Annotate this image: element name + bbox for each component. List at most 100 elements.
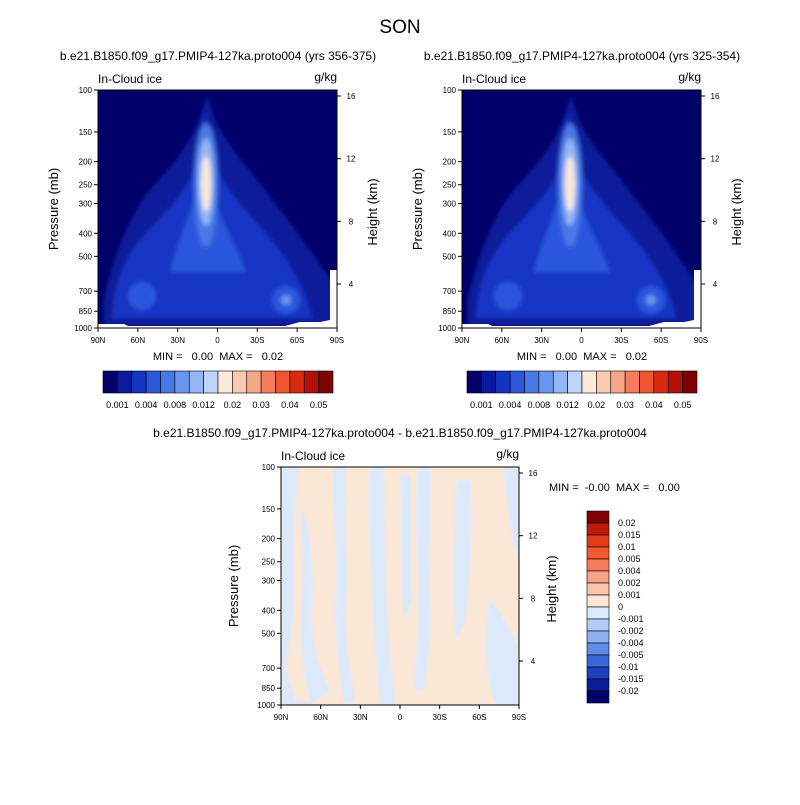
y-tick-label: 1000	[257, 701, 275, 710]
x-tick-label: 90N	[455, 336, 470, 345]
y-tick-label: 250	[79, 181, 93, 190]
colorbar-label: 0.004	[618, 566, 641, 576]
negative-anomaly-2	[301, 505, 330, 704]
panel-c-minmax: MIN = -0.00 MAX = 0.00	[549, 482, 680, 494]
colorbar-swatch	[481, 370, 497, 394]
panel-b-antarctic-mask	[694, 270, 701, 328]
colorbar-label: -0.002	[618, 626, 644, 636]
negative-anomaly-3	[332, 467, 356, 704]
colorbar-label: -0.004	[618, 638, 644, 648]
panel-b-units-label: g/kg	[678, 70, 701, 84]
colorbar-swatch	[586, 678, 610, 692]
y-tick-label: 500	[443, 252, 457, 261]
panel-c-ylabel: Pressure (mb)	[226, 545, 241, 627]
negative-anomaly-6	[414, 467, 431, 690]
y-tick-label: 400	[262, 606, 276, 615]
colorbar-swatch	[586, 630, 610, 644]
y-tick-label: 300	[262, 577, 276, 586]
panel-a-antarctic-mask	[330, 270, 337, 328]
y-right-tick-label: 16	[529, 469, 538, 478]
main-title: SON	[379, 17, 420, 38]
colorbar-swatch	[586, 510, 610, 524]
y-tick-label: 1000	[74, 324, 92, 333]
x-tick-label: 30N	[170, 336, 185, 345]
panel-b-axes: 100 150 200 250 300 400 500 700 850 1000 90N 60N 30N…	[438, 86, 720, 345]
colorbar-swatch	[586, 558, 610, 572]
x-tick-label: 30N	[534, 336, 549, 345]
x-tick-label: 60S	[472, 713, 486, 722]
panel-c-units-label: g/kg	[496, 447, 519, 461]
negative-anomaly-9	[504, 467, 519, 560]
colorbar-swatch	[203, 370, 219, 394]
panel-c-variable-label: In-Cloud ice	[281, 449, 345, 463]
panel-b-field	[462, 90, 701, 328]
x-tick-label: 90S	[330, 336, 344, 345]
colorbar-label: 0	[618, 602, 623, 612]
colorbar-swatch	[318, 370, 334, 394]
colorbar-label: 0.004	[499, 400, 522, 410]
y-tick-label: 150	[262, 505, 276, 514]
colorbar-swatch	[586, 582, 610, 596]
x-tick-label: 90S	[694, 336, 708, 345]
y-tick-label: 300	[79, 200, 93, 209]
y-tick-label: 850	[443, 307, 457, 316]
panel-c: b.e21.B1850.f09_g17.PMIP4-127ka.proto004…	[153, 426, 680, 722]
colorbar-label: -0.005	[618, 650, 644, 660]
x-tick-label: 60N	[130, 336, 145, 345]
colorbar-label: 0.04	[645, 400, 663, 410]
y-right-tick-label: 16	[711, 92, 720, 101]
colorbar-swatch	[538, 370, 554, 394]
colorbar-label: 0.001	[470, 400, 493, 410]
panel-c-ylabel-right: Height (km)	[544, 555, 559, 622]
y-tick-label: 100	[79, 86, 93, 95]
colorbar-swatch	[653, 370, 669, 394]
y-tick-label: 850	[79, 307, 93, 316]
colorbar-swatch	[260, 370, 276, 394]
colorbar-label: 0.008	[528, 400, 551, 410]
y-right-tick-label: 8	[349, 217, 354, 226]
y-tick-label: 1000	[438, 324, 456, 333]
panel-a-ylabel-right: Height (km)	[365, 178, 380, 245]
colorbar-label: 0.001	[106, 400, 129, 410]
y-right-tick-label: 12	[711, 155, 720, 164]
colorbar-swatch	[586, 546, 610, 560]
panel-c-axes: 100 150 200 250 300 400 500 700 850 1000 90N 60N 30N…	[257, 463, 538, 722]
colorbar-swatch	[586, 534, 610, 548]
ice-core	[201, 156, 211, 212]
colorbar-label: -0.01	[618, 662, 639, 672]
y-right-tick-label: 8	[713, 217, 718, 226]
x-tick-label: 90S	[512, 713, 526, 722]
colorbar-label: 0.05	[310, 400, 328, 410]
panel-a-terrain	[98, 320, 337, 328]
ice-core	[565, 156, 575, 212]
panel-a-ylabel: Pressure (mb)	[46, 168, 61, 250]
colorbar-swatch	[586, 570, 610, 584]
panel-a-contours	[98, 90, 337, 328]
x-tick-label: 60S	[290, 336, 304, 345]
panel-a-title: b.e21.B1850.f09_g17.PMIP4-127ka.proto004…	[60, 49, 376, 63]
field-background	[281, 467, 519, 705]
colorbar-label: 0.03	[252, 400, 270, 410]
panel-b-contours	[462, 90, 701, 328]
panel-c-field	[281, 467, 519, 705]
panel-b-ylabel-right: Height (km)	[729, 178, 744, 245]
panel-a: b.e21.B1850.f09_g17.PMIP4-127ka.proto004…	[46, 49, 380, 363]
x-tick-label: 90N	[91, 336, 106, 345]
panel-b-title: b.e21.B1850.f09_g17.PMIP4-127ka.proto004…	[424, 49, 740, 63]
colorbar-swatch	[581, 370, 597, 394]
negative-anomaly-8	[485, 600, 519, 705]
colorbar-label: 0.004	[135, 400, 158, 410]
colorbar-label: 0.02	[618, 518, 636, 528]
colorbar-swatch	[174, 370, 190, 394]
y-tick-label: 850	[262, 684, 276, 693]
panel-a-variable-label: In-Cloud ice	[98, 72, 162, 86]
y-tick-label: 700	[443, 287, 457, 296]
y-tick-label: 200	[262, 535, 276, 544]
y-tick-label: 500	[79, 252, 93, 261]
colorbar-label: 0.005	[618, 554, 641, 564]
colorbar-label: 0.01	[618, 542, 636, 552]
colorbar-label: -0.02	[618, 686, 639, 696]
panel-b-minmax: MIN = 0.00 MAX = 0.02	[517, 351, 647, 363]
colorbar-swatch	[275, 370, 291, 394]
colorbar-swatch	[586, 642, 610, 656]
